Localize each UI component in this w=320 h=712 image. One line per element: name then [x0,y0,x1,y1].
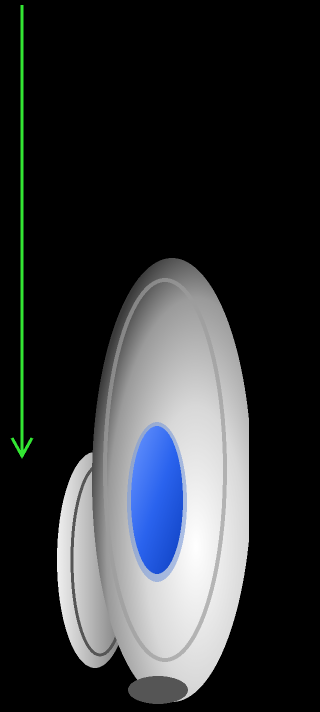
speaker-center [131,426,183,574]
page [0,0,249,712]
screenshot [0,0,249,712]
speaker-base-shadow [128,676,188,704]
